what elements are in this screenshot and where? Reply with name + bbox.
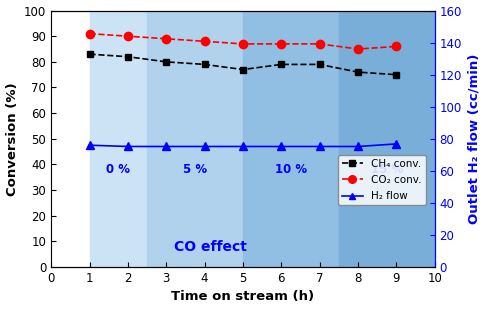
X-axis label: Time on stream (h): Time on stream (h) (172, 290, 314, 303)
Legend: CH₄ conv., CO₂ conv., H₂ flow: CH₄ conv., CO₂ conv., H₂ flow (338, 154, 426, 205)
Text: 0 %: 0 % (106, 163, 130, 176)
Text: 15 %: 15 % (371, 163, 403, 176)
Bar (147, 11, 243, 267)
Text: 10 %: 10 % (275, 163, 307, 176)
Bar (243, 11, 339, 267)
Y-axis label: Conversion (%): Conversion (%) (5, 82, 18, 196)
Text: 5 %: 5 % (183, 163, 207, 176)
Bar (339, 11, 434, 267)
Bar (89, 11, 147, 267)
Y-axis label: Outlet H₂ flow (cc/min): Outlet H₂ flow (cc/min) (468, 53, 481, 224)
Text: CO effect: CO effect (174, 240, 247, 254)
